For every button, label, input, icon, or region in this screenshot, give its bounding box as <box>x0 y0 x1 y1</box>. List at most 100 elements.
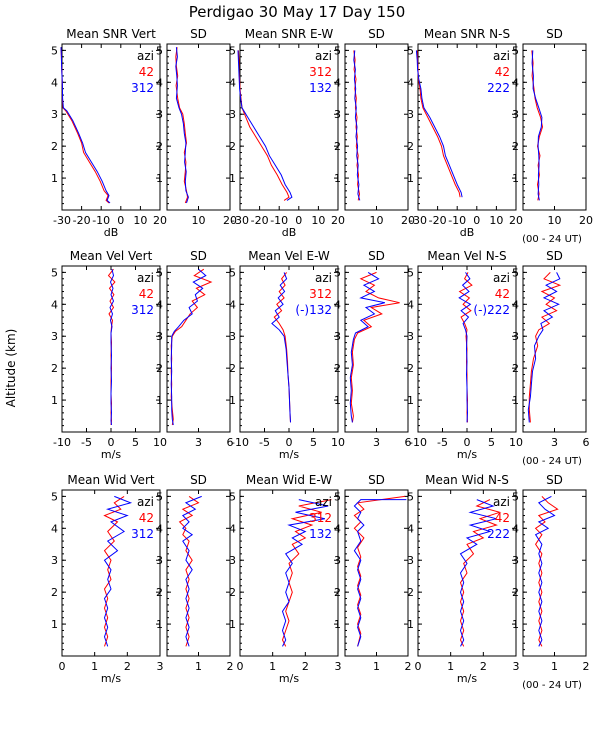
y-tick-label: 1 <box>334 618 341 631</box>
x-tick-label: 20 <box>579 214 593 227</box>
y-tick-label: 2 <box>512 586 519 599</box>
legend-header: azi <box>315 49 332 63</box>
y-tick-label: 4 <box>407 298 414 311</box>
x-tick-label: -5 <box>81 436 92 449</box>
y-tick-label: 3 <box>51 108 58 121</box>
y-tick-label: 5 <box>512 44 519 57</box>
series-line-blue <box>459 499 497 647</box>
x-tick-label: 0 <box>464 436 471 449</box>
series-line-red <box>273 272 291 423</box>
y-tick-label: 1 <box>334 394 341 407</box>
series-line-blue <box>181 495 202 647</box>
y-tick-label: 5 <box>407 266 414 279</box>
series-line-red <box>534 496 559 647</box>
y-tick-label: 4 <box>407 76 414 89</box>
x-tick-label: 20 <box>509 214 523 227</box>
series-line-blue <box>271 272 291 423</box>
x-tick-label: 0 <box>295 214 302 227</box>
y-tick-label: 5 <box>156 44 163 57</box>
series-line-red <box>178 495 200 647</box>
y-tick-label: 1 <box>512 394 519 407</box>
y-tick-label: 2 <box>407 586 414 599</box>
x-tick-label: 0 <box>59 660 66 673</box>
panel-frame <box>166 489 231 657</box>
y-tick-label: 5 <box>51 44 58 57</box>
panel-0-5: SD 1 2 3 4 5 10 20 <box>512 27 593 227</box>
panel-frame <box>166 265 231 433</box>
series-line-blue <box>353 499 407 647</box>
x-tick-label: 2 <box>405 660 412 673</box>
x-tick-label: 5 <box>132 436 139 449</box>
y-tick-label: 5 <box>51 266 58 279</box>
x-tick-label: 1 <box>195 660 202 673</box>
series-line-red <box>170 268 213 426</box>
legend-entry: 42 <box>495 65 510 79</box>
x-tick-label: -10 <box>53 436 71 449</box>
y-tick-label: 1 <box>407 394 414 407</box>
y-tick-label: 2 <box>334 140 341 153</box>
x-tick-label: 1 <box>447 660 454 673</box>
x-tick-label: 10 <box>311 214 325 227</box>
y-tick-label: 5 <box>229 266 236 279</box>
x-tick-label: 1 <box>91 660 98 673</box>
panel-title: SD <box>368 249 385 263</box>
x-tick-label: 10 <box>548 214 562 227</box>
y-tick-label: 3 <box>512 330 519 343</box>
legend-header: azi <box>493 49 510 63</box>
panel-frame <box>522 489 587 657</box>
y-tick-label: 5 <box>512 266 519 279</box>
panel-title: SD <box>546 473 563 487</box>
y-tick-label: 3 <box>229 554 236 567</box>
x-tick-label: 3 <box>157 660 164 673</box>
x-tick-label: 10 <box>509 436 523 449</box>
y-tick-label: 4 <box>512 522 519 535</box>
legend-header: azi <box>137 49 154 63</box>
x-axis-label: dB <box>460 226 475 239</box>
x-tick-label: -5 <box>259 436 270 449</box>
legend-entry: 132 <box>309 527 332 541</box>
panel-title: Mean Wid N-S <box>425 473 509 487</box>
panel-title: SD <box>546 249 563 263</box>
x-tick-label: 10 <box>153 436 167 449</box>
y-tick-label: 1 <box>229 172 236 185</box>
x-axis-label: m/s <box>279 448 299 461</box>
y-tick-label: 2 <box>156 586 163 599</box>
y-tick-label: 1 <box>407 618 414 631</box>
x-tick-label: 2 <box>480 660 487 673</box>
y-tick-label: 2 <box>51 140 58 153</box>
legend-header: azi <box>315 271 332 285</box>
y-tick-label: 2 <box>407 362 414 375</box>
y-tick-label: 1 <box>51 618 58 631</box>
y-tick-label: 3 <box>156 330 163 343</box>
panel-1-1: SD 1 2 3 4 5 3 6 <box>156 249 234 449</box>
y-tick-label: 1 <box>156 172 163 185</box>
x-tick-label: -20 <box>73 214 91 227</box>
y-tick-label: 4 <box>51 76 58 89</box>
legend-entry: 312 <box>131 303 154 317</box>
x-tick-label: 0 <box>473 214 480 227</box>
y-tick-label: 4 <box>156 522 163 535</box>
panel-2-1: SD 1 2 3 4 5 1 2 <box>156 473 234 673</box>
y-tick-label: 3 <box>334 554 341 567</box>
legend-entry: 222 <box>487 527 510 541</box>
y-tick-label: 3 <box>156 108 163 121</box>
y-tick-label: 5 <box>334 44 341 57</box>
legend-entry: 312 <box>131 81 154 95</box>
x-tick-label: 10 <box>331 436 345 449</box>
y-tick-label: 4 <box>334 298 341 311</box>
legend-entry: 312 <box>131 527 154 541</box>
legend-entry: 132 <box>309 81 332 95</box>
legend-entry: (-)132 <box>295 303 332 317</box>
y-tick-label: 2 <box>51 586 58 599</box>
x-tick-label: 5 <box>310 436 317 449</box>
y-tick-label: 5 <box>512 490 519 503</box>
series-line-red <box>458 272 473 423</box>
legend-entry: 312 <box>309 511 332 525</box>
